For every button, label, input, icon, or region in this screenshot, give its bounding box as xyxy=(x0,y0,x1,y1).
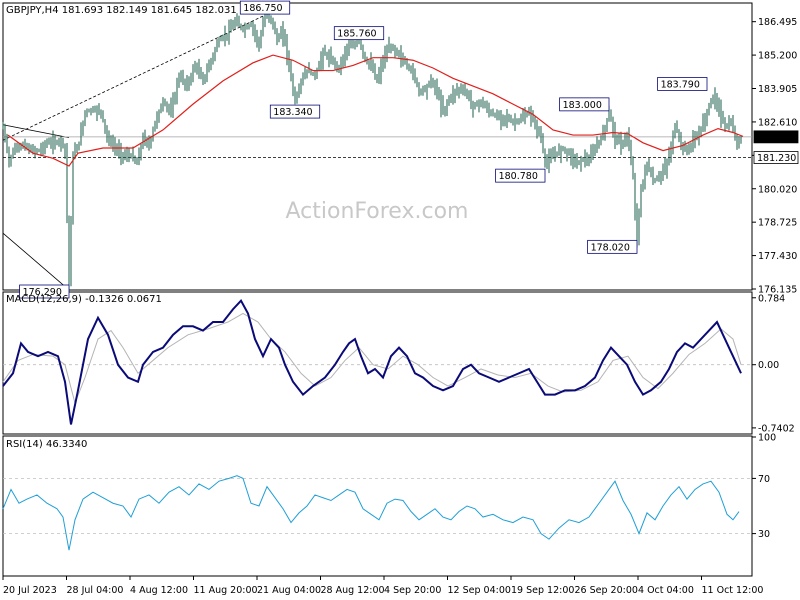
moving-average-line xyxy=(7,54,744,167)
price-annotation-label: 178.020 xyxy=(591,242,630,253)
macd-line xyxy=(2,298,742,425)
price-tick-label: 176.135 xyxy=(758,285,797,296)
x-tick-label: 4 Sep 20:00 xyxy=(384,585,441,596)
x-tick-label: 26 Sep 20:00 xyxy=(575,585,638,596)
trendline-2 xyxy=(2,232,70,291)
price-annotation-box xyxy=(559,97,610,112)
x-tick-label: 11 Aug 20:00 xyxy=(194,585,258,596)
price-annotation-box xyxy=(269,104,321,119)
price-annotation-label: 183.340 xyxy=(273,107,312,118)
macd-series xyxy=(2,298,752,425)
price-tick-label: 180.020 xyxy=(758,184,797,195)
price-panel-title: GBPJPY,H4 181.693 182.149 181.645 182.03… xyxy=(6,5,237,16)
price-tick-label: 185.200 xyxy=(758,51,797,62)
price-tick-label: 186.495 xyxy=(758,17,797,28)
price-tick-label: 177.430 xyxy=(758,251,797,262)
price-annotation-box xyxy=(587,239,638,254)
macd-panel-frame xyxy=(2,291,753,435)
trendline-1 xyxy=(2,124,70,139)
price-annotation-box xyxy=(19,284,70,299)
price-annotation-box xyxy=(333,26,385,41)
rsi-tick-label: 30 xyxy=(758,529,770,540)
current-price-tag-box xyxy=(753,130,799,144)
rsi-series xyxy=(2,475,752,551)
macd-tick-label: 0.784 xyxy=(758,293,785,304)
rsi-tick-label: 70 xyxy=(758,474,770,485)
support-tag-box xyxy=(753,151,799,164)
price-tick-label: 182.610 xyxy=(758,117,797,128)
x-tick-label: 12 Sep 04:00 xyxy=(448,585,511,596)
price-series: 186.750 185.760 183.340 183.000 183.790 180.7… xyxy=(2,0,752,299)
x-tick-label: 4 Oct 04:00 xyxy=(638,585,694,596)
axes: 186.495185.200183.905182.610181.315180.0… xyxy=(2,17,799,596)
x-tick-label: 19 Sep 12:00 xyxy=(511,585,574,596)
price-annotation-label: 185.760 xyxy=(337,29,376,40)
macd-tick-label: 0.00 xyxy=(758,360,779,371)
current-price-tag: 182.031 xyxy=(757,132,796,143)
macd-panel-title: MACD(12,26,9) -0.1326 0.0671 xyxy=(6,294,162,305)
x-tick-label: 11 Oct 12:00 xyxy=(702,585,764,596)
watermark: ActionForex.com xyxy=(286,199,469,224)
price-annotation-box xyxy=(239,0,291,15)
macd-signal-line xyxy=(2,312,742,405)
rsi-tick-label: 100 xyxy=(758,433,776,444)
price-annotation-box xyxy=(495,168,546,183)
x-tick-label: 4 Aug 12:00 xyxy=(130,585,188,596)
price-annotation-label: 180.780 xyxy=(499,171,538,182)
rsi-line xyxy=(2,475,740,551)
price-tick-label: 183.905 xyxy=(758,84,797,95)
rsi-panel-title: RSI(14) 46.3340 xyxy=(6,439,87,450)
macd-tick-label: -0.7402 xyxy=(758,423,795,434)
x-tick-label: 20 Jul 2023 xyxy=(3,585,57,596)
x-tick-label: 28 Jul 04:00 xyxy=(67,585,124,596)
price-annotation-label: 183.000 xyxy=(563,100,602,111)
price-tick-label: 178.725 xyxy=(758,218,797,229)
price-annotation-label: 183.790 xyxy=(661,79,700,90)
price-annotation-label: 176.290 xyxy=(23,287,62,298)
x-tick-label: 28 Aug 12:00 xyxy=(321,585,385,596)
x-tick-label: 21 Aug 04:00 xyxy=(257,585,321,596)
price-annotation-label: 186.750 xyxy=(243,3,282,14)
rsi-panel-frame xyxy=(2,435,753,577)
support-tag: 181.230 xyxy=(757,153,796,164)
price-annotation-box xyxy=(657,77,708,91)
